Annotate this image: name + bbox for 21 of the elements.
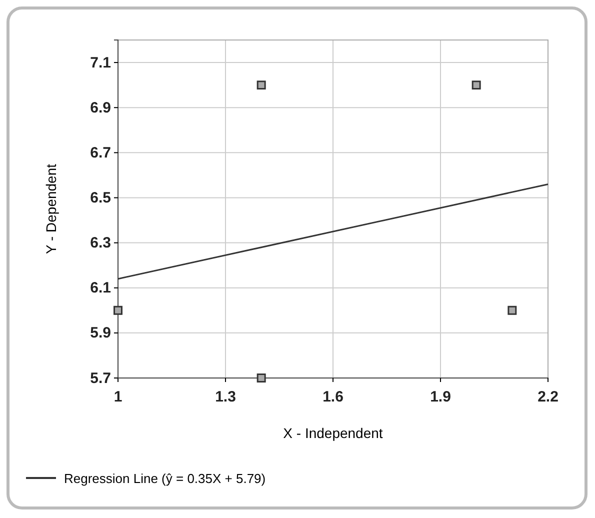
point	[508, 306, 517, 315]
y-axis-title: Y - Dependent	[43, 164, 59, 254]
point	[256, 80, 266, 90]
y-tick-label: 6.3	[90, 234, 111, 252]
y-tick-label: 5.7	[90, 370, 111, 387]
legend-label: Regression Line (ŷ = 0.35X + 5.79)	[64, 471, 266, 486]
point	[256, 374, 266, 382]
point	[472, 80, 481, 90]
x-tick-label: 1.9	[430, 388, 451, 406]
point	[114, 306, 122, 315]
x-axis-title: X - Independent	[283, 425, 383, 441]
x-tick-label: 2.2	[538, 388, 558, 406]
y-tick-label: 5.9	[90, 324, 111, 342]
y-tick-label: 6.5	[90, 190, 111, 207]
y-tick-label: 7.1	[90, 54, 111, 72]
y-tick-label: 6.9	[90, 99, 111, 116]
x-tick-label: 1.3	[215, 388, 236, 406]
x-tick-label: 1	[114, 388, 122, 406]
x-tick-label: 1.6	[322, 388, 344, 406]
y-tick-label: 6.1	[90, 280, 111, 297]
y-tick-label: 6.7	[90, 144, 111, 162]
